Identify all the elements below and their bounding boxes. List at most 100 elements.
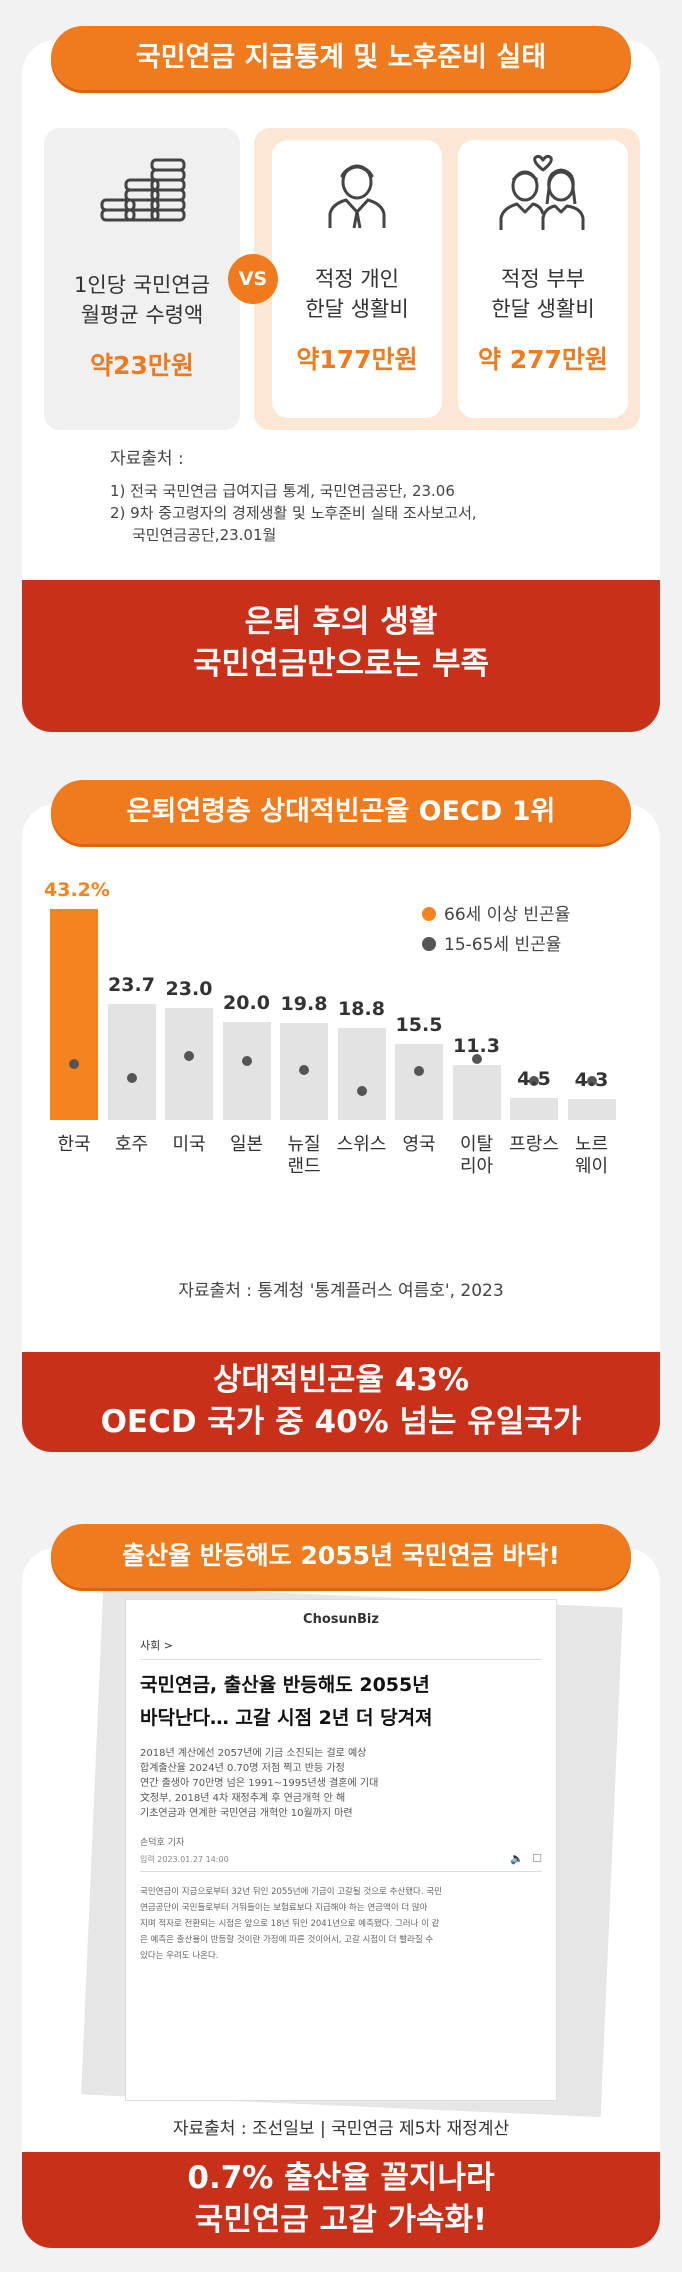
dot-0 (69, 1058, 79, 1069)
bar-value-label: 15.5 (395, 1014, 443, 1037)
bar-0 (50, 908, 98, 1120)
bar-7 (452, 1064, 501, 1120)
legend-gray-dot (422, 937, 436, 951)
category-label: 프랑스 (509, 1134, 559, 1155)
lead-line: 합계출산율 2024년 0.70명 저점 찍고 반등 가정 (140, 1763, 345, 1774)
source-2: 2) 9차 중고령자의 경제생활 및 노후준비 실태 조사보고서, (110, 504, 477, 522)
bar-9 (567, 1098, 616, 1120)
lead-line: 연간 출생아 70만명 넘은 1991~1995년생 결혼에 기대 (140, 1778, 379, 1789)
speaker-icon[interactable]: 🔈 (510, 1852, 524, 1865)
body-line: 국민연금이 지금으로부터 32년 뒤인 2055년에 기금이 고갈될 것으로 추… (140, 1887, 442, 1897)
bar-value-label: 19.8 (280, 993, 328, 1016)
poverty-banner: 상대적빈곤율 43% OECD 국가 중 40% 넘는 유일국가 (22, 1352, 660, 1452)
banner3-line1: 0.7% 출산율 꼴지나라 (187, 2160, 495, 2197)
bar-1 (107, 1004, 156, 1120)
bar-value-label: 4.5 (517, 1068, 551, 1090)
legend-working-label: 15-65세 빈곤율 (444, 935, 562, 955)
category-label: 호주 (114, 1134, 149, 1155)
box1-label-line1: 1인당 국민연금 (74, 273, 210, 297)
news-meta: 입력 2023.01.27 14:00 🔈 ☐ (140, 1852, 542, 1872)
lead-line: 文정부, 2018년 4차 재정추계 후 연금개혁 안 해 (140, 1793, 346, 1804)
dot-5 (356, 1085, 367, 1096)
news-category: 사회 > (140, 1637, 542, 1660)
box2-value: 약177만원 (296, 345, 418, 374)
bar-value-label: 43.2% (44, 878, 110, 901)
category-label: 일본 (229, 1134, 264, 1155)
source-label: 자료출처 : (110, 449, 184, 469)
news-headline-1: 국민연금, 출산율 반등해도 2055년 (140, 1674, 430, 1696)
box3-label-line1: 적정 부부 (501, 267, 585, 291)
news-headline-2: 바닥난다… 고갈 시점 2년 더 당겨져 (140, 1707, 433, 1729)
banner1-line1: 은퇴 후의 생활 (244, 604, 438, 640)
source-3: 국민연금공단,23.01월 (132, 526, 277, 544)
box1-value: 약23만원 (90, 351, 194, 380)
legend-elderly: 66세 이상 빈곤율 (422, 900, 570, 925)
box1-label-line2: 월평균 수령액 (80, 303, 204, 327)
news-date: 입력 2023.01.27 14:00 (140, 1855, 229, 1864)
coins-icon (100, 158, 186, 222)
bar-value-label: 23.7 (108, 974, 155, 997)
dot-8 (529, 1075, 539, 1086)
lead-line: 기초연금과 연계한 국민연금 개혁안 10월까지 마련 (140, 1808, 353, 1819)
banner1-line2: 국민연금만으로는 부족 (193, 645, 489, 682)
category-label: 스위스 (336, 1134, 387, 1155)
bar-value-label: 20.0 (223, 992, 270, 1015)
news-reporter: 손덕호 기자 (140, 1838, 185, 1848)
banner2-line1: 상대적빈곤율 43% (212, 1362, 470, 1399)
body-line: 지며 적자로 전환되는 시점은 앞으로 18년 뒤인 2041년으로 예측됐다.… (140, 1919, 440, 1929)
pension-stats-card: 1인당 국민연금 월평균 수령액 약23만원 VS 적정 개인 한달 생활비 약… (22, 40, 660, 732)
category-label: 뉴질 랜드 (287, 1134, 321, 1177)
body-line: 은 예측은 출산율이 반등할 것이란 가정에 따른 것이어서, 고갈 시점이 더… (140, 1935, 434, 1945)
dot-9 (586, 1075, 597, 1086)
bar-5 (337, 1028, 386, 1120)
category-label: 미국 (172, 1134, 206, 1155)
source-1: 1) 전국 국민연금 급여지급 통계, 국민연금공단, 23.06 (110, 482, 455, 500)
individual-cost-box: 적정 개인 한달 생활비 약177만원 (272, 140, 442, 418)
depletion-banner: 0.7% 출산율 꼴지나라 국민연금 고갈 가속화! (22, 2152, 660, 2248)
bar-value-label: 4.3 (574, 1068, 609, 1091)
dot-7 (471, 1053, 482, 1064)
legend-working: 15-65세 빈곤율 (422, 930, 561, 955)
news-lead: 2018년 계산에선 2057년에 기금 소진되는 걸로 예상 합계출산율 20… (140, 1746, 542, 1821)
body-line: 연금공단이 국민들로부터 거둬들이는 보험료보다 지급해야 하는 연금액이 더 … (140, 1903, 428, 1913)
box3-label-line2: 한달 생활비 (491, 297, 595, 321)
banner3-line2: 국민연금 고갈 가속화! (194, 2202, 488, 2238)
dot-6 (414, 1066, 424, 1077)
category-label: 노르 웨이 (574, 1134, 609, 1177)
section3-title: 출산율 반등해도 2055년 국민연금 바닥! (51, 1524, 631, 1588)
vs-badge: VS (228, 254, 278, 304)
dot-2 (184, 1051, 194, 1062)
couple-cost-box: 적정 부부 한달 생활비 약 277만원 (458, 140, 628, 418)
bar-value-label: 18.8 (338, 998, 385, 1021)
news-card: ChosunBiz 사회 > 국민연금, 출산율 반등해도 2055년 바닥난다… (22, 1548, 660, 2248)
bar-6 (395, 1044, 443, 1120)
person-icon (328, 164, 386, 229)
legend-orange-dot (422, 907, 436, 921)
box2-label-line2: 한달 생활비 (305, 297, 409, 321)
retirement-banner: 은퇴 후의 생활 국민연금만으로는 부족 (22, 580, 660, 732)
banner2-line2: OECD 국가 중 40% 넘는 유일국가 (100, 1404, 582, 1440)
chart-source: 자료출처 : 통계청 '통계플러스 여름호', 2023 (178, 1281, 504, 1301)
couple-icon (499, 154, 585, 230)
body-line: 있다는 우려도 나온다. (140, 1951, 219, 1961)
bar-3 (222, 1022, 271, 1120)
poverty-rate-card: 66세 이상 빈곤율 15-65세 빈곤율 43.2% 한국 23.7 호주 23.0 미… (22, 804, 660, 1452)
category-label: 한국 (57, 1134, 91, 1155)
dot-4 (299, 1065, 309, 1076)
bar-value-label: 11.3 (453, 1034, 500, 1057)
news-clipping: ChosunBiz 사회 > 국민연금, 출산율 반등해도 2055년 바닥난다… (126, 1600, 556, 2100)
dot-1 (126, 1073, 137, 1084)
bookmark-icon[interactable]: ☐ (532, 1852, 542, 1865)
bar-8 (510, 1098, 558, 1120)
news-logo: ChosunBiz (303, 1612, 379, 1627)
dot-3 (241, 1056, 252, 1067)
box3-value: 약 277만원 (478, 345, 608, 374)
poverty-chart: 43.2% 한국 23.7 호주 23.0 미국 20.0 일본 19.8 뉴질 랜드 18.8 스위… (22, 804, 660, 1224)
lead-line: 2018년 계산에선 2057년에 기금 소진되는 걸로 예상 (140, 1748, 367, 1759)
news-body: 국민연금이 지금으로부터 32년 뒤인 2055년에 기금이 고갈될 것으로 추… (140, 1884, 542, 1964)
bar-2 (165, 1007, 213, 1120)
bar-value-label: 23.0 (165, 977, 213, 1000)
category-label: 영국 (402, 1134, 436, 1155)
category-label: 이탈 리아 (459, 1134, 494, 1177)
news-source: 자료출처 : 조선일보 | 국민연금 제5차 재정계산 (172, 2119, 510, 2139)
